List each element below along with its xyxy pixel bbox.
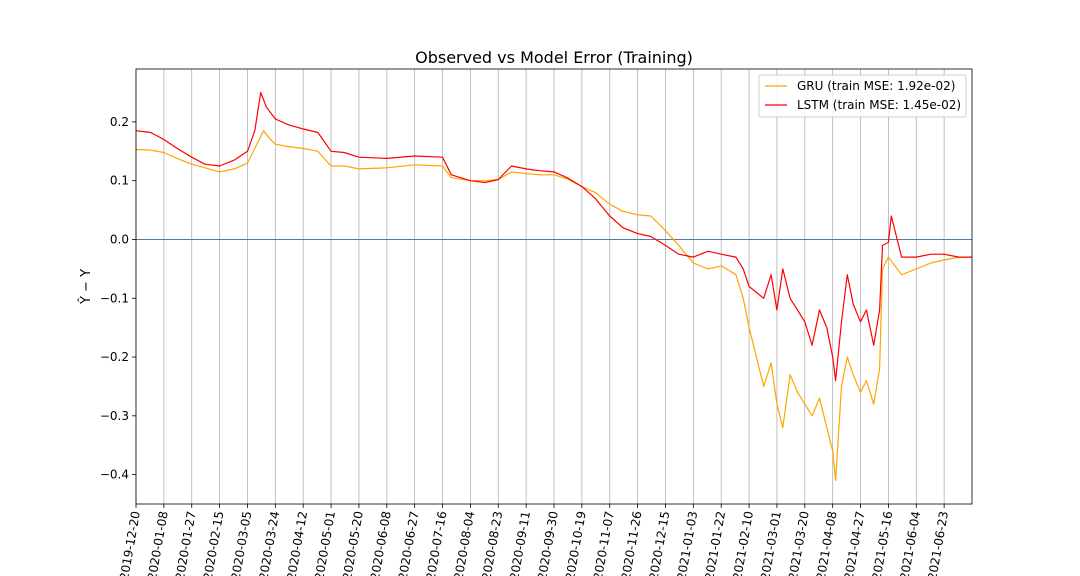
x-tick-label: 2021-04-27 bbox=[842, 510, 868, 576]
x-tick-label: 2020-01-08 bbox=[145, 510, 171, 576]
x-tick-label: 2020-08-04 bbox=[451, 510, 477, 576]
x-tick-label: 2020-01-27 bbox=[173, 510, 199, 576]
x-axis: 2019-12-20 2020-01-08 2020-01-27 2020-02-15… bbox=[117, 504, 951, 576]
y-tick-label: −0.3 bbox=[100, 409, 129, 423]
x-tick-label: 2020-06-08 bbox=[368, 510, 394, 576]
y-axis-label: Ŷ − Y bbox=[78, 269, 94, 305]
x-tick-label: 2021-06-23 bbox=[925, 510, 951, 576]
x-tick-label: 2020-11-07 bbox=[591, 510, 617, 576]
legend: GRU (train MSE: 1.92e-02) LSTM (train MSE… bbox=[758, 74, 967, 118]
x-tick-label: 2020-03-24 bbox=[256, 510, 282, 576]
x-tick-label: 2020-07-16 bbox=[424, 510, 450, 576]
series-line-0 bbox=[135, 130, 972, 482]
x-tick-label: 2020-10-19 bbox=[563, 510, 589, 576]
x-tick-label: 2019-12-20 bbox=[117, 510, 143, 576]
y-tick-label: −0.1 bbox=[100, 291, 129, 305]
legend-box bbox=[758, 74, 967, 118]
x-tick-label: 2020-02-15 bbox=[201, 510, 227, 576]
x-tick-label: 2021-02-10 bbox=[730, 510, 756, 576]
x-tick-label: 2020-03-05 bbox=[229, 510, 255, 576]
x-tick-label: 2020-09-30 bbox=[535, 510, 561, 576]
legend-label: LSTM (train MSE: 1.45e-02) bbox=[797, 98, 961, 112]
y-tick-label: −0.2 bbox=[100, 350, 129, 364]
y-axis: 0.2 0.1 0.0 −0.1 −0.2 −0.3 −0.4 bbox=[100, 115, 136, 482]
x-tick-label: 2020-05-20 bbox=[340, 510, 366, 576]
y-tick-label: −0.4 bbox=[100, 468, 129, 482]
x-tick-label: 2021-01-22 bbox=[702, 510, 728, 576]
x-grid bbox=[135, 69, 945, 504]
x-tick-label: 2020-04-12 bbox=[284, 510, 310, 576]
y-tick-label: 0.1 bbox=[110, 174, 129, 188]
legend-label: GRU (train MSE: 1.92e-02) bbox=[797, 79, 955, 93]
x-tick-label: 2021-01-03 bbox=[674, 510, 700, 576]
x-tick-label: 2020-08-23 bbox=[479, 510, 505, 576]
y-tick-label: 0.2 bbox=[110, 115, 129, 129]
x-tick-label: 2021-05-16 bbox=[869, 510, 895, 576]
series-line-1 bbox=[135, 91, 972, 382]
x-tick-label: 2020-11-26 bbox=[619, 510, 645, 576]
x-tick-label: 2020-06-27 bbox=[396, 510, 422, 576]
x-tick-label: 2021-03-20 bbox=[786, 510, 812, 576]
x-tick-label: 2021-03-01 bbox=[758, 510, 784, 576]
x-tick-label: 2020-09-11 bbox=[507, 510, 533, 576]
x-tick-label: 2021-04-08 bbox=[814, 510, 840, 576]
x-tick-label: 2020-05-01 bbox=[312, 510, 338, 576]
y-tick-label: 0.0 bbox=[110, 232, 129, 246]
x-tick-label: 2020-12-15 bbox=[647, 510, 673, 576]
x-tick-label: 2021-06-04 bbox=[897, 510, 923, 576]
chart-title: Observed vs Model Error (Training) bbox=[415, 48, 693, 67]
series-layer bbox=[135, 91, 972, 482]
